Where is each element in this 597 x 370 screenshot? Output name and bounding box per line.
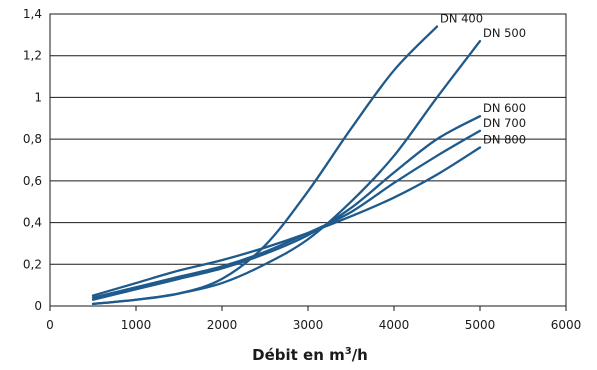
y-axis-ticks: 0 0,2 0,4 0,6 0,8 1 1,2 1,4: [23, 7, 42, 313]
series-label-dn-400: DN 400: [440, 12, 483, 26]
x-tick-label: 0: [46, 318, 54, 332]
y-tick-label: 1: [34, 90, 42, 104]
series-line-dn-800: [91, 146, 482, 297]
series-label-dn-600: DN 600: [483, 101, 526, 115]
series-line-dn-500: [91, 39, 482, 306]
x-tick-label: 3000: [293, 318, 324, 332]
series-label-dn-700: DN 700: [483, 116, 526, 130]
series-line-dn-700: [91, 129, 482, 299]
series-line-dn-600: [91, 115, 482, 301]
x-tick-label: 5000: [465, 318, 496, 332]
y-tick-label: 0,8: [23, 132, 42, 146]
x-tick-label: 2000: [207, 318, 238, 332]
x-tick-label: 6000: [551, 318, 582, 332]
y-tick-label: 0,2: [23, 257, 42, 271]
x-tick-label: 1000: [121, 318, 152, 332]
y-tick-label: 1,2: [23, 49, 42, 63]
x-tick-label: 4000: [379, 318, 410, 332]
plot-frame: [49, 13, 567, 307]
series-label-dn-800: DN 800: [483, 132, 526, 146]
series-lines: [91, 25, 482, 306]
y-tick-label: 0,4: [23, 216, 42, 230]
x-axis-ticks: 0 1000 2000 3000 4000 5000 6000: [46, 306, 581, 332]
y-tick-label: 1,4: [23, 7, 42, 21]
y-tick-label: 0: [34, 299, 42, 313]
series-label-dn-500: DN 500: [483, 26, 526, 40]
y-tick-label: 0,6: [23, 174, 42, 188]
x-axis-title: Débit en m3/h: [252, 346, 368, 364]
gridlines: [50, 13, 566, 307]
